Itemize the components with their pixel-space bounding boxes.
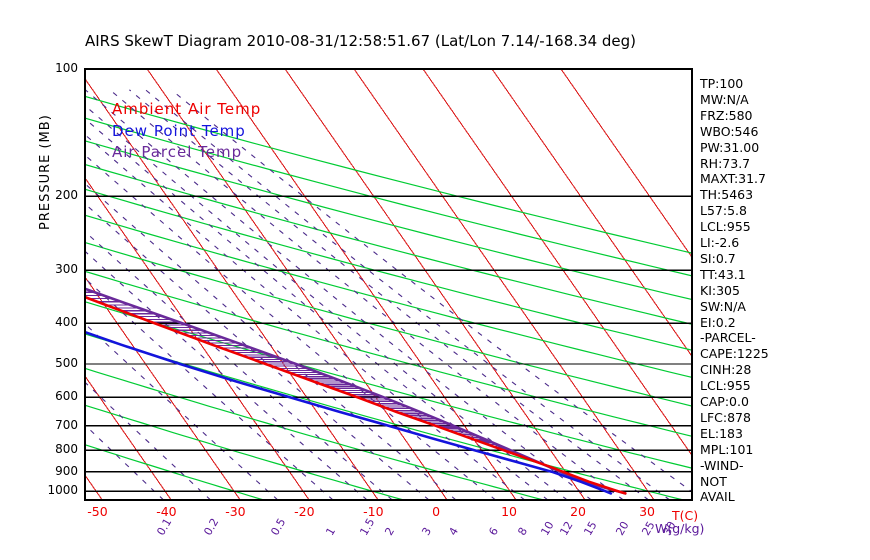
bottom-temp-tick--30: -30 — [225, 504, 246, 519]
pressure-tick-500: 500 — [55, 356, 78, 370]
index-el-183: EL:183 — [700, 425, 743, 441]
pressure-tick-300: 300 — [55, 262, 78, 277]
index-lcl-955: LCL:955 — [700, 219, 751, 235]
index-si-0.7: SI:0.7 — [700, 250, 736, 266]
index-rh-73.7: RH:73.7 — [700, 155, 751, 171]
bottom-temp-tick-20: 20 — [570, 504, 586, 519]
pressure-tick-1000: 1000 — [47, 483, 78, 498]
index-pw-31.00: PW:31.00 — [700, 139, 760, 155]
index-th-5463: TH:5463 — [700, 187, 754, 203]
pressure-tick-600: 600 — [55, 389, 78, 404]
x-axis-mixing-unit: W(g/kg) — [655, 521, 705, 536]
index-mw-n-a: MW:N/A — [700, 91, 749, 107]
index-not: NOT — [700, 473, 727, 489]
index-cinh-28: CINH:28 — [700, 362, 752, 378]
bottom-temp-tick-0: 0 — [432, 504, 441, 519]
pressure-tick-700: 700 — [55, 417, 78, 432]
pressure-tick-400: 400 — [55, 315, 78, 330]
index-mpl-101: MPL:101 — [700, 441, 754, 457]
index-maxt-31.7: MAXT:31.7 — [700, 171, 766, 187]
pressure-tick-100: 100 — [55, 61, 78, 75]
bottom-temp-tick--20: -20 — [294, 504, 315, 519]
index-frz-580: FRZ:580 — [700, 107, 753, 123]
index-cap-0.0: CAP:0.0 — [700, 394, 749, 409]
y-axis-label: PRESSURE (MB) — [38, 114, 53, 230]
bottom-temp-tick--40: -40 — [156, 504, 177, 519]
index-ki-305: KI:305 — [700, 282, 740, 298]
index-cape-1225: CAPE:1225 — [700, 346, 769, 362]
bottom-temp-tick-10: 10 — [501, 504, 517, 519]
index-avail: AVAIL — [700, 489, 735, 505]
legend-ambient-air-temp: Ambient Air Temp — [112, 100, 262, 118]
index--wind-: -WIND- — [700, 457, 744, 473]
index-tp-100: TP:100 — [700, 76, 744, 91]
legend-dew-point-temp: Dew Point Temp — [112, 122, 246, 140]
index-tt-43.1: TT:43.1 — [700, 266, 746, 282]
bottom-temp-tick-30: 30 — [639, 504, 655, 519]
pressure-tick-200: 200 — [55, 188, 78, 203]
legend-air-parcel-temp: Air Parcel Temp — [112, 143, 243, 161]
index-l57-5.8: L57:5.8 — [700, 203, 747, 219]
pressure-tick-800: 800 — [55, 442, 78, 457]
index--parcel-: -PARCEL- — [700, 330, 756, 346]
bottom-temp-tick--10: -10 — [363, 504, 384, 519]
index-sw-n-a: SW:N/A — [700, 298, 746, 314]
index-lfc-878: LFC:878 — [700, 409, 751, 425]
page-title: AIRS SkewT Diagram 2010-08-31/12:58:51.6… — [85, 32, 637, 50]
index-wbo-546: WBO:546 — [700, 123, 759, 139]
index-ei-0.2: EI:0.2 — [700, 314, 736, 330]
pressure-tick-900: 900 — [55, 463, 78, 478]
index-lcl-955: LCL:955 — [700, 378, 751, 394]
x-axis-temp-unit: T(C) — [672, 508, 699, 523]
index-li--2.6: LI:-2.6 — [700, 235, 740, 250]
bottom-temp-tick--50: -50 — [87, 504, 108, 519]
